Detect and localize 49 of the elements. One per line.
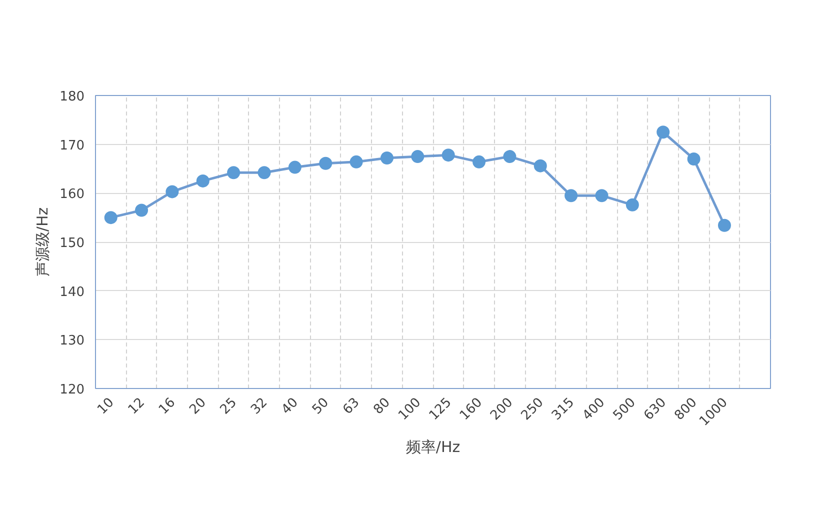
y-tick-label: 120 [60,382,85,398]
point [503,150,516,164]
x-tick-label: 250 [518,395,547,424]
x-tick-label: 16 [156,395,179,418]
point [319,156,332,170]
point [595,189,608,202]
y-axis-title: 声源级/Hz [34,207,52,277]
point [472,155,486,168]
point [135,204,148,217]
x-tick-label: 40 [278,395,302,418]
x-axis-title: 频率/Hz [406,438,460,456]
point [350,155,363,168]
point [196,174,210,188]
x-tick-label: 12 [126,395,148,418]
point [656,126,670,139]
x-tick-label: 32 [248,395,271,418]
point [104,211,118,224]
x-tick-label: 25 [218,395,240,418]
x-tick-label: 125 [426,395,455,424]
x-tick-label: 500 [610,395,639,424]
point [718,218,731,232]
point [442,148,455,162]
point [380,152,394,164]
x-tick-label: 630 [641,395,670,424]
point [564,189,578,202]
y-tick-label: 130 [60,334,85,349]
point [534,159,547,172]
x-tick-label: 400 [580,395,608,424]
x-tick-label: 100 [396,395,424,424]
y-tick-label: 140 [60,284,85,300]
x-tick-label: 80 [371,395,394,418]
y-tick-label: 160 [60,187,85,202]
y-tick-label: 170 [60,138,85,154]
x-tick-label: 800 [672,395,700,424]
x-tick-label: 20 [186,395,210,418]
x-tick-label: 160 [457,395,486,424]
y-tick-label: 180 [60,90,85,104]
point [411,150,424,164]
point [166,185,179,198]
x-tick-label: 50 [310,395,332,418]
x-tick-label: 200 [488,395,516,424]
point [258,166,271,180]
point [288,160,302,174]
x-tick-label: 10 [94,395,118,418]
point [687,152,700,166]
point [227,166,240,180]
y-tick-label: 150 [60,236,85,251]
point [626,198,639,212]
x-tick-label: 63 [340,395,363,418]
